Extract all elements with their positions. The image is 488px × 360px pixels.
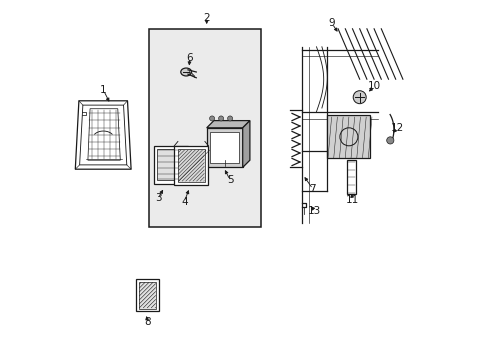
Bar: [149, 29, 260, 227]
Text: 2: 2: [203, 13, 209, 23]
Circle shape: [209, 116, 214, 121]
Text: 7: 7: [309, 184, 316, 194]
Polygon shape: [206, 121, 249, 128]
Text: 5: 5: [226, 175, 233, 185]
Text: 10: 10: [367, 81, 380, 91]
Text: 3: 3: [155, 193, 161, 203]
Text: 13: 13: [307, 206, 321, 216]
Text: 11: 11: [345, 195, 358, 205]
Bar: [346, 160, 355, 194]
Bar: [210, 132, 239, 163]
Bar: [157, 149, 184, 180]
Text: 6: 6: [186, 53, 193, 63]
Bar: [136, 279, 159, 311]
Bar: [139, 282, 156, 309]
Circle shape: [352, 91, 366, 104]
Bar: [206, 128, 242, 167]
Bar: [178, 149, 204, 182]
Polygon shape: [242, 121, 249, 167]
Bar: [326, 115, 370, 158]
Bar: [153, 146, 187, 184]
Circle shape: [386, 137, 393, 144]
Bar: [287, 43, 387, 227]
Bar: [174, 146, 208, 185]
Text: 4: 4: [181, 197, 187, 207]
Text: 1: 1: [100, 85, 106, 95]
Text: 12: 12: [390, 123, 403, 133]
Circle shape: [218, 116, 223, 121]
Ellipse shape: [181, 68, 191, 76]
Text: 9: 9: [328, 18, 335, 28]
Circle shape: [227, 116, 232, 121]
Text: 8: 8: [144, 317, 151, 327]
